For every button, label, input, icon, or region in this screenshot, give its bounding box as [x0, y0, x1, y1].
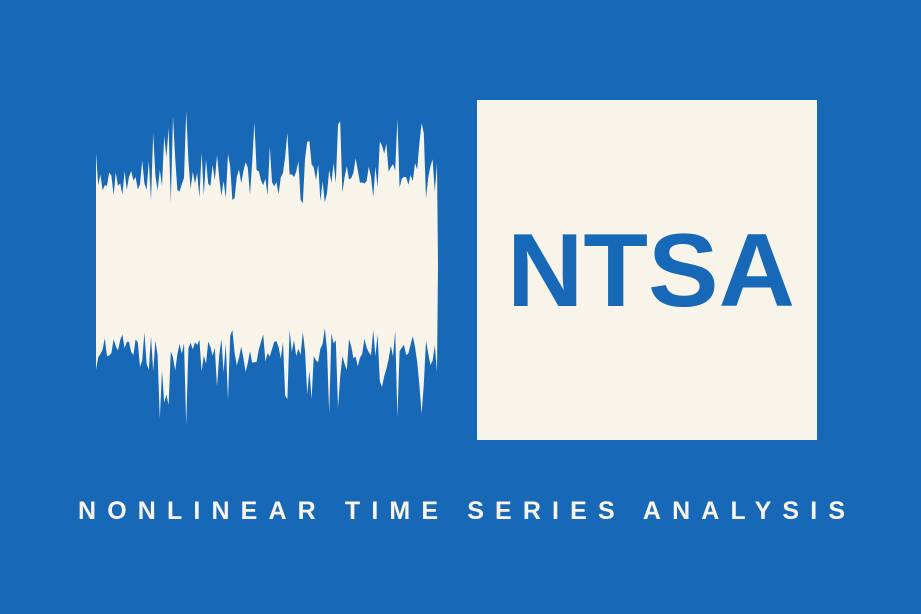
acronym-box	[477, 100, 817, 440]
waveform-shape	[96, 110, 438, 425]
acronym: NTSA	[507, 213, 795, 329]
waveform	[96, 110, 438, 425]
